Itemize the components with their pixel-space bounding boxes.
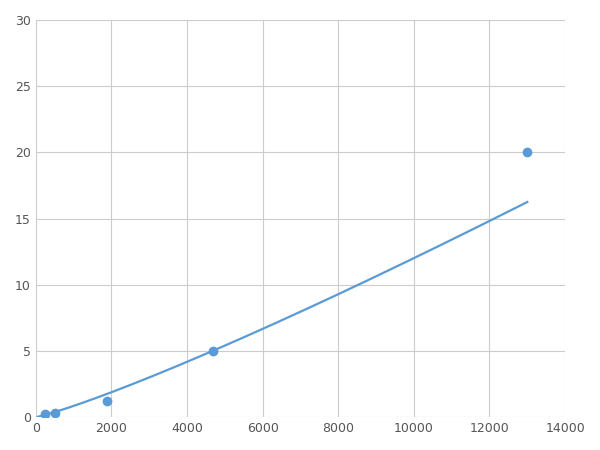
Point	[40, 411, 50, 418]
Point	[102, 398, 112, 405]
Point	[50, 409, 59, 416]
Point	[523, 149, 532, 156]
Point	[208, 347, 218, 355]
